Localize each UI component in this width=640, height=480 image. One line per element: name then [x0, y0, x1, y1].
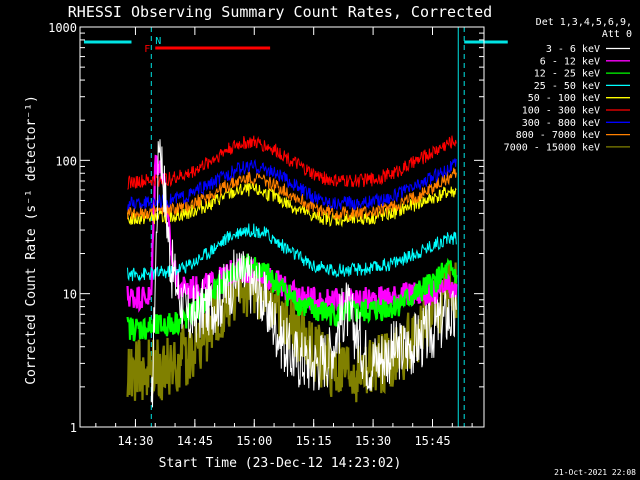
x-tick-label-1: 14:45: [177, 434, 213, 448]
legend-label-1: 6 - 12 keV: [540, 56, 600, 67]
legend-label-6: 300 - 800 keV: [522, 118, 600, 129]
series-line-0: [150, 139, 457, 408]
timestamp-label: 21-Oct-2021 22:08: [554, 468, 636, 477]
flare-flag-label: F: [144, 44, 150, 55]
legend-label-2: 12 - 25 keV: [534, 69, 600, 80]
series-line-4: [127, 182, 457, 228]
y-tick-label-3: 1000: [48, 21, 77, 35]
legend-label-0: 3 - 6 keV: [546, 44, 600, 55]
legend-header-0: Det 1,3,4,5,6,9,: [536, 17, 632, 28]
legend-label-7: 800 - 7000 keV: [516, 130, 600, 141]
y-tick-label-2: 100: [55, 154, 77, 168]
plot-frame: [79, 26, 485, 428]
chart-title: RHESSI Observing Summary Count Rates, Co…: [68, 3, 492, 21]
series-line-5: [127, 135, 457, 190]
y-tick-label-1: 10: [63, 288, 77, 302]
series-line-1: [126, 154, 458, 314]
x-axis-label: Start Time (23-Dec-12 14:23:02): [159, 456, 402, 471]
plot-series-group: NF: [83, 27, 508, 427]
x-tick-label-2: 15:00: [236, 434, 272, 448]
legend-header-1: Att 0: [602, 29, 632, 40]
legend-label-5: 100 - 300 keV: [522, 106, 600, 117]
legend-label-4: 50 - 100 keV: [528, 93, 600, 104]
x-tick-label-5: 15:45: [414, 434, 450, 448]
series-line-3: [127, 223, 457, 282]
legend-label-3: 25 - 50 keV: [534, 81, 600, 92]
axes-group: 14:30 14:45 15:00 15:15 15:30 15:45 1 10 100 1000: [48, 21, 484, 448]
legend-label-8: 7000 - 15000 keV: [504, 142, 600, 153]
x-tick-label-3: 15:15: [296, 434, 332, 448]
y-axis-label: Corrected Count Rate (s⁻¹ detector⁻¹): [24, 95, 39, 385]
marker-label-0: N: [155, 36, 161, 47]
x-tick-label-4: 15:30: [355, 434, 391, 448]
series-line-6: [127, 158, 457, 211]
y-tick-label-0: 1: [70, 421, 77, 435]
series-line-7: [127, 167, 457, 221]
x-tick-label-0: 14:30: [117, 434, 153, 448]
